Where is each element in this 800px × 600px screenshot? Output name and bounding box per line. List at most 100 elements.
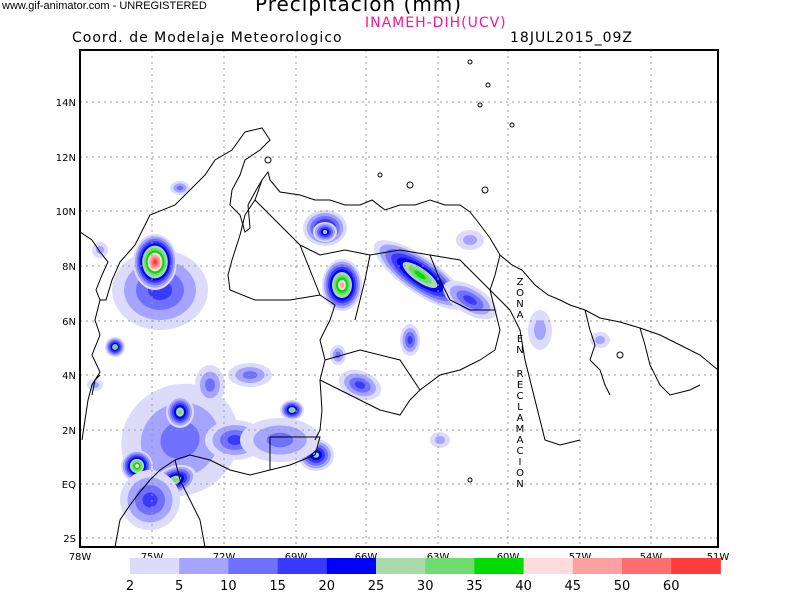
precip-cell <box>170 181 190 195</box>
island <box>481 186 489 194</box>
border <box>91 374 101 396</box>
lon-label: 57W <box>569 552 592 563</box>
lon-label: 75W <box>141 552 164 563</box>
island <box>264 156 272 164</box>
watermark: www.gif-animator.com - UNREGISTERED <box>2 0 207 12</box>
colorbar-swatch <box>326 558 377 574</box>
colorbar-swatch <box>376 558 426 574</box>
lat-label: 12N <box>56 153 76 164</box>
claimed-zone-label: Z O N A E N R E C L A M A C I O N <box>516 277 525 490</box>
coordination-label: Coord. de Modelaje Meteorologico <box>72 30 343 46</box>
precip-contour <box>171 477 179 483</box>
precip-cell <box>400 324 420 356</box>
island <box>377 172 383 178</box>
precip-contour <box>176 185 184 191</box>
colorbar-label: 25 <box>368 579 385 594</box>
colorbar-label: 30 <box>417 579 434 594</box>
precip-cell <box>195 365 225 405</box>
precip-cell <box>322 259 362 311</box>
colorbar-swatch <box>622 558 672 574</box>
precip-cell <box>120 470 180 530</box>
colorbar-label: 50 <box>614 579 631 594</box>
colorbar-label: 2 <box>126 579 134 594</box>
border <box>299 244 321 296</box>
precip-contour <box>178 409 182 415</box>
border <box>324 349 421 391</box>
precip-cell <box>430 432 450 448</box>
colorbar: 2 5 10 15 20 25 30 35 40 45 50 60 <box>126 558 721 594</box>
border <box>319 289 501 416</box>
precip-contour <box>113 345 117 349</box>
colorbar-swatch <box>228 558 279 574</box>
precip-cell <box>330 345 346 365</box>
precip-cell <box>166 396 194 428</box>
precip-contour <box>290 408 294 412</box>
colorbar-swatch <box>425 558 475 574</box>
grid-lines <box>80 50 718 547</box>
lon-label: 72W <box>213 552 236 563</box>
map-title: Precipitacion (mm) <box>255 0 463 16</box>
colorbar-swatch <box>277 558 328 574</box>
lon-label: 63W <box>427 552 450 563</box>
precip-cell <box>280 400 304 420</box>
colorbar-swatch <box>179 558 229 574</box>
precip-cell <box>456 230 484 250</box>
colorbar-label: 15 <box>269 579 286 594</box>
coastline <box>79 127 719 371</box>
precip-contour <box>595 336 605 344</box>
precip-contour <box>463 235 477 245</box>
coastline <box>81 299 101 441</box>
border <box>584 309 611 396</box>
lat-label: 14N <box>56 98 76 109</box>
precip-contour <box>205 378 215 392</box>
precip-contour <box>354 381 366 389</box>
island <box>477 102 483 108</box>
precip-contour <box>414 270 426 280</box>
lon-label: 66W <box>355 552 378 563</box>
precip-contour <box>407 336 413 344</box>
precip-cell <box>240 418 320 462</box>
colorbar-label: 40 <box>515 579 532 594</box>
lat-label: 4N <box>62 371 76 382</box>
lon-label: 51W <box>707 552 730 563</box>
border <box>489 254 581 446</box>
colorbar-label: 20 <box>319 579 336 594</box>
colorbar-label: 35 <box>466 579 483 594</box>
latitude-labels: 14N 12N 10N 8N 6N 4N 2N EQ 2S <box>56 98 76 545</box>
precip-contour <box>96 246 104 254</box>
island <box>485 82 491 88</box>
precip-cell <box>313 222 337 242</box>
map-subtitle: INAMEH-DIH(UCV) <box>365 15 507 31</box>
precip-cell <box>528 310 552 350</box>
precip-contour <box>323 230 327 234</box>
lat-label: 2S <box>63 534 76 545</box>
lon-label: 54W <box>640 552 663 563</box>
precip-cell <box>133 234 177 290</box>
precip-cell <box>338 369 382 401</box>
border <box>354 254 371 321</box>
precip-contour <box>227 435 243 445</box>
precip-contour <box>463 295 477 305</box>
colorbar-swatch <box>523 558 574 574</box>
precip-contour <box>435 436 445 444</box>
coastlines-borders <box>79 59 719 548</box>
precip-contour <box>142 492 158 508</box>
border <box>174 459 206 548</box>
island <box>616 351 624 359</box>
precip-contour <box>266 432 294 448</box>
border <box>639 327 701 396</box>
precip-contour <box>160 421 200 459</box>
border <box>254 199 491 291</box>
precip-cell <box>373 240 467 310</box>
lon-label: 78W <box>69 552 92 563</box>
colorbar-label: 10 <box>220 579 237 594</box>
precip-contour <box>340 282 344 288</box>
island <box>467 59 473 65</box>
island <box>509 122 515 128</box>
map-frame <box>79 49 719 548</box>
lat-label: 8N <box>62 262 76 273</box>
